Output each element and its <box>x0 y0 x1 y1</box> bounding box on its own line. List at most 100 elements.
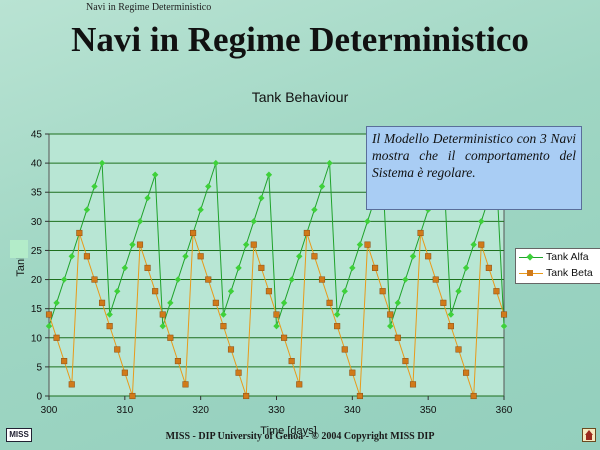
data-point-beta <box>326 299 333 306</box>
data-point-alfa <box>159 322 166 330</box>
data-point-beta <box>250 241 257 248</box>
data-point-beta <box>190 229 197 237</box>
data-point-beta <box>144 264 151 271</box>
data-point-alfa <box>98 159 106 167</box>
data-point-beta <box>174 358 181 365</box>
data-point-alfa <box>144 194 151 202</box>
data-point-beta <box>402 358 409 365</box>
data-point-alfa <box>91 183 98 190</box>
data-point-beta <box>53 334 60 341</box>
data-point-alfa <box>280 299 288 307</box>
data-point-beta <box>485 264 492 271</box>
data-point-alfa <box>356 241 364 248</box>
data-point-beta <box>129 392 136 400</box>
data-point-alfa <box>83 206 91 213</box>
data-point-alfa <box>235 264 242 272</box>
data-point-alfa <box>296 253 303 260</box>
data-point-beta <box>182 381 189 388</box>
data-point-alfa <box>478 218 485 225</box>
data-point-beta <box>121 369 128 376</box>
data-point-alfa <box>205 183 212 190</box>
data-point-alfa <box>455 288 462 295</box>
data-point-beta <box>45 311 53 318</box>
data-point-alfa <box>250 218 257 225</box>
data-point-alfa <box>212 159 220 167</box>
y-tick-label: 25 <box>31 246 43 257</box>
data-point-beta <box>500 311 508 318</box>
y-tick-label: 20 <box>31 275 43 286</box>
data-point-beta <box>68 381 75 388</box>
x-tick-label: 350 <box>420 405 437 416</box>
data-point-beta <box>235 369 242 376</box>
data-point-beta <box>440 299 447 306</box>
data-point-alfa <box>151 171 159 178</box>
data-point-beta <box>470 392 477 400</box>
y-tick-label: 35 <box>31 188 43 199</box>
x-tick-label: 320 <box>192 405 209 416</box>
data-point-beta <box>394 334 401 341</box>
data-point-beta <box>349 369 356 376</box>
data-point-beta <box>303 229 310 237</box>
data-point-alfa <box>60 276 68 283</box>
x-tick-label: 360 <box>496 405 513 416</box>
y-tick-label: 40 <box>31 159 43 170</box>
data-point-beta <box>258 264 265 271</box>
data-point-alfa <box>333 311 341 318</box>
data-point-alfa <box>242 241 250 248</box>
data-point-beta <box>296 381 303 388</box>
data-point-alfa <box>174 276 182 283</box>
legend-item-beta: Tank Beta <box>516 266 600 281</box>
data-point-beta <box>493 288 500 295</box>
legend-label-beta: Tank Beta <box>546 267 593 279</box>
data-point-beta <box>265 288 272 295</box>
y-tick-label: 45 <box>31 130 43 141</box>
data-point-alfa <box>182 253 189 260</box>
data-point-alfa <box>265 171 273 178</box>
data-point-alfa <box>288 276 295 283</box>
data-point-beta <box>197 253 204 260</box>
legend-marker-beta <box>527 270 533 276</box>
chart-title: Tank Behaviour <box>251 89 349 105</box>
data-point-beta <box>432 276 439 283</box>
data-point-alfa <box>136 218 144 225</box>
chart-legend: Tank Alfa Tank Beta <box>515 248 600 284</box>
data-point-beta <box>99 299 106 306</box>
data-point-beta <box>159 311 166 318</box>
x-tick-label: 330 <box>268 405 285 416</box>
home-icon[interactable] <box>582 428 596 442</box>
x-tick-label: 300 <box>41 405 58 416</box>
y-tick-label: 0 <box>36 392 42 403</box>
data-point-alfa <box>364 218 371 225</box>
data-point-beta <box>478 241 485 248</box>
data-point-beta <box>220 323 227 330</box>
note-box: Il Modello Deterministico con 3 Navi mos… <box>366 126 582 210</box>
data-point-beta <box>455 346 462 353</box>
data-point-beta <box>387 311 394 318</box>
data-point-beta <box>136 241 144 248</box>
data-point-alfa <box>387 322 394 330</box>
data-point-alfa <box>500 322 508 330</box>
data-point-beta <box>409 381 417 388</box>
data-point-alfa <box>45 322 53 330</box>
data-point-alfa <box>197 206 204 213</box>
data-point-beta <box>311 253 318 260</box>
data-point-beta <box>288 358 295 365</box>
slide-title: Navi in Regime Deterministico <box>71 20 529 59</box>
legend-label-alfa: Tank Alfa <box>546 251 589 263</box>
data-point-alfa <box>106 311 113 318</box>
data-point-beta <box>83 253 90 260</box>
data-point-alfa <box>68 253 75 260</box>
data-point-alfa <box>114 288 121 295</box>
data-point-beta <box>425 253 432 260</box>
data-point-alfa <box>311 206 318 213</box>
data-point-beta <box>205 276 212 283</box>
data-point-beta <box>167 334 174 341</box>
miss-logo-icon[interactable]: MISS <box>6 428 32 442</box>
data-point-alfa <box>121 264 129 272</box>
slide-small-title: Navi in Regime Deterministico <box>86 2 212 13</box>
x-axis-label: Time [days] <box>260 425 316 437</box>
y-tick-label: 5 <box>36 362 42 373</box>
data-point-beta <box>341 346 348 353</box>
data-point-beta <box>281 334 288 341</box>
